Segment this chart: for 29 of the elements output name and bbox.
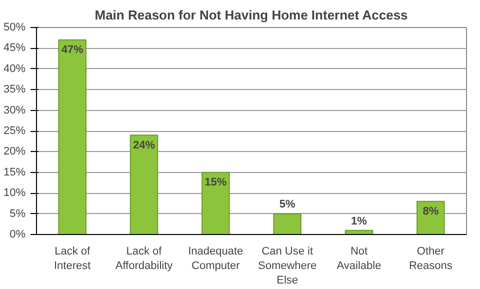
y-tick-label: 10% [3,187,26,200]
x-tick-label: Inadequate Computer [188,246,244,272]
data-label: 5% [279,198,296,211]
x-tick-label: Lack of Affordability [115,246,174,272]
x-tick-label: Lack of Interest [54,246,92,272]
x-tick-label: Can Use it Somewhere Else [258,246,317,286]
bar [273,213,302,234]
data-label: 1% [351,215,368,228]
y-tick-label: 30% [3,104,26,116]
data-label: 24% [132,139,156,152]
bar [416,200,445,234]
y-tick-label: 20% [3,146,26,158]
chart-title: Main Reason for Not Having Home Internet Access [94,8,408,22]
y-tick-label: 25% [3,125,26,137]
x-tick-label: Not Available [336,246,382,272]
data-label: 8% [422,206,439,218]
y-tick-label: 5% [10,208,26,220]
y-tick-label: 40% [3,62,26,75]
y-tick-label: 45% [3,42,26,54]
bar [130,134,158,234]
y-tick-label: 0% [10,228,26,240]
bar [58,39,86,234]
y-tick-label: 15% [3,166,26,178]
data-label: 15% [204,176,227,189]
data-label: 47% [61,44,84,56]
x-tick-label: Other Reasons [408,246,453,272]
y-tick-label: 35% [3,84,26,96]
bar [202,172,230,234]
y-tick-label: 50% [3,22,26,34]
